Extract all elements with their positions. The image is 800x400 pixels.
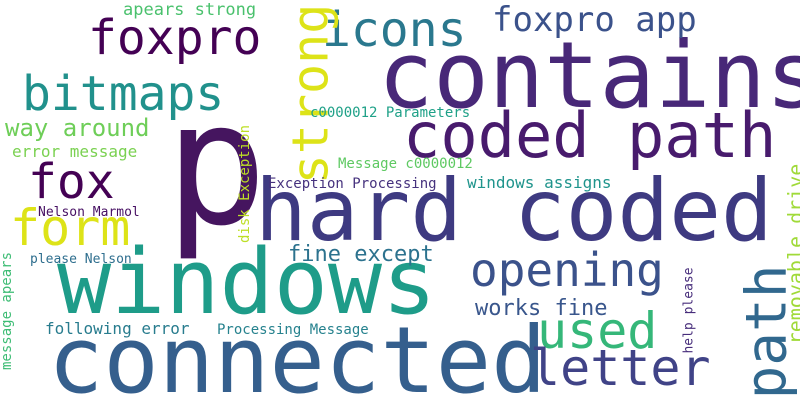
word-works-fine: works fine	[475, 296, 608, 321]
word-help-please: help please	[681, 267, 697, 354]
word-bitmaps: bitmaps	[22, 66, 225, 122]
word-disk-exception: disk Exception	[237, 124, 254, 244]
word-processing-message: Processing Message	[217, 322, 369, 338]
word-way-around: way around	[5, 114, 150, 142]
word-removable-drive: removable drive	[783, 163, 800, 345]
word-message-c0000012: Message c0000012	[338, 156, 473, 172]
word-hard-coded: hard coded	[255, 161, 773, 261]
word-please-nelson: please Nelson	[30, 252, 132, 267]
word-opening: opening	[470, 243, 664, 297]
word-exception-processing: Exception Processing	[268, 176, 437, 192]
word-error-message: error message	[12, 142, 138, 161]
word-connected: connected	[48, 307, 547, 400]
word-icons: icons	[322, 2, 467, 58]
word-used: used	[537, 302, 658, 360]
word-fine-except: fine except	[288, 242, 434, 267]
word-coded-path: coded path	[403, 99, 777, 172]
word-windows-assigns: windows assigns	[467, 173, 612, 192]
word-nelson-marmol: Nelson Marmol	[38, 205, 140, 220]
word-windows: windows	[57, 230, 437, 335]
word-letter: letter	[530, 339, 711, 397]
word-contains: contains	[378, 22, 800, 129]
word-foxpro-app: foxpro app	[492, 0, 697, 40]
word-c0000012-parameters: c0000012 Parameters	[310, 105, 471, 121]
word-message-apears: message apears	[0, 251, 16, 371]
word-apears-strong: apears strong	[123, 0, 257, 20]
word-fox: fox	[28, 154, 115, 210]
word-strong: strong	[281, 3, 340, 185]
word-foxpro: foxpro	[88, 10, 262, 66]
word-form: form	[10, 199, 131, 257]
word-p: p	[165, 66, 268, 264]
word-following-error: following error	[45, 319, 190, 338]
